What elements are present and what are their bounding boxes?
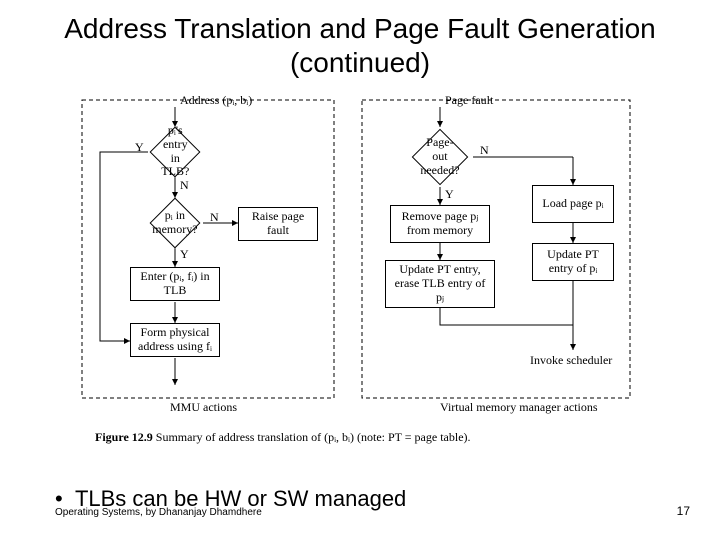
- node-pageout-text: Page-out needed?: [420, 136, 459, 177]
- edge-label-n1: N: [180, 178, 189, 193]
- figure-caption: Figure 12.9 Summary of address translati…: [95, 430, 471, 445]
- page-number: 17: [677, 504, 690, 518]
- edge-label-y3: Y: [445, 187, 454, 202]
- slide-title: Address Translation and Page Fault Gener…: [0, 12, 720, 79]
- node-update-pi: Update PT entry of pᵢ: [532, 243, 614, 281]
- edge-label-y2: Y: [180, 247, 189, 262]
- node-load-pi: Load page pᵢ: [532, 185, 614, 223]
- figure-caption-label: Figure 12.9: [95, 430, 153, 444]
- label-page-fault: Page fault: [445, 93, 493, 108]
- node-remove-pj: Remove page pⱼ from memory: [390, 205, 490, 243]
- figure-caption-text: Summary of address translation of (pᵢ, b…: [156, 430, 471, 444]
- label-address: Address (pᵢ, bᵢ): [180, 93, 252, 108]
- node-form-addr: Form physical address using fᵢ: [130, 323, 220, 357]
- footer-citation: Operating Systems, by Dhananjay Dhamdher…: [55, 507, 262, 518]
- node-update-pt: Update PT entry, erase TLB entry of pⱼ: [385, 260, 495, 308]
- node-raise-fault: Raise page fault: [238, 207, 318, 241]
- label-mmu-actions: MMU actions: [170, 400, 237, 415]
- edge-label-n2: N: [210, 210, 219, 225]
- edge-label-y1: Y: [135, 140, 144, 155]
- edge-label-n3: N: [480, 143, 489, 158]
- figure-diagram: Address (pᵢ, bᵢ) pᵢ's entry in TLB? Y N …: [60, 95, 660, 460]
- node-tlb-check-text: pᵢ's entry in TLB?: [161, 124, 189, 179]
- node-enter-tlb: Enter (pᵢ, fᵢ) in TLB: [130, 267, 220, 301]
- label-invoke-scheduler: Invoke scheduler: [530, 353, 612, 368]
- node-mem-check-text: pᵢ in memory?: [152, 209, 197, 237]
- label-vmm-actions: Virtual memory manager actions: [440, 400, 598, 415]
